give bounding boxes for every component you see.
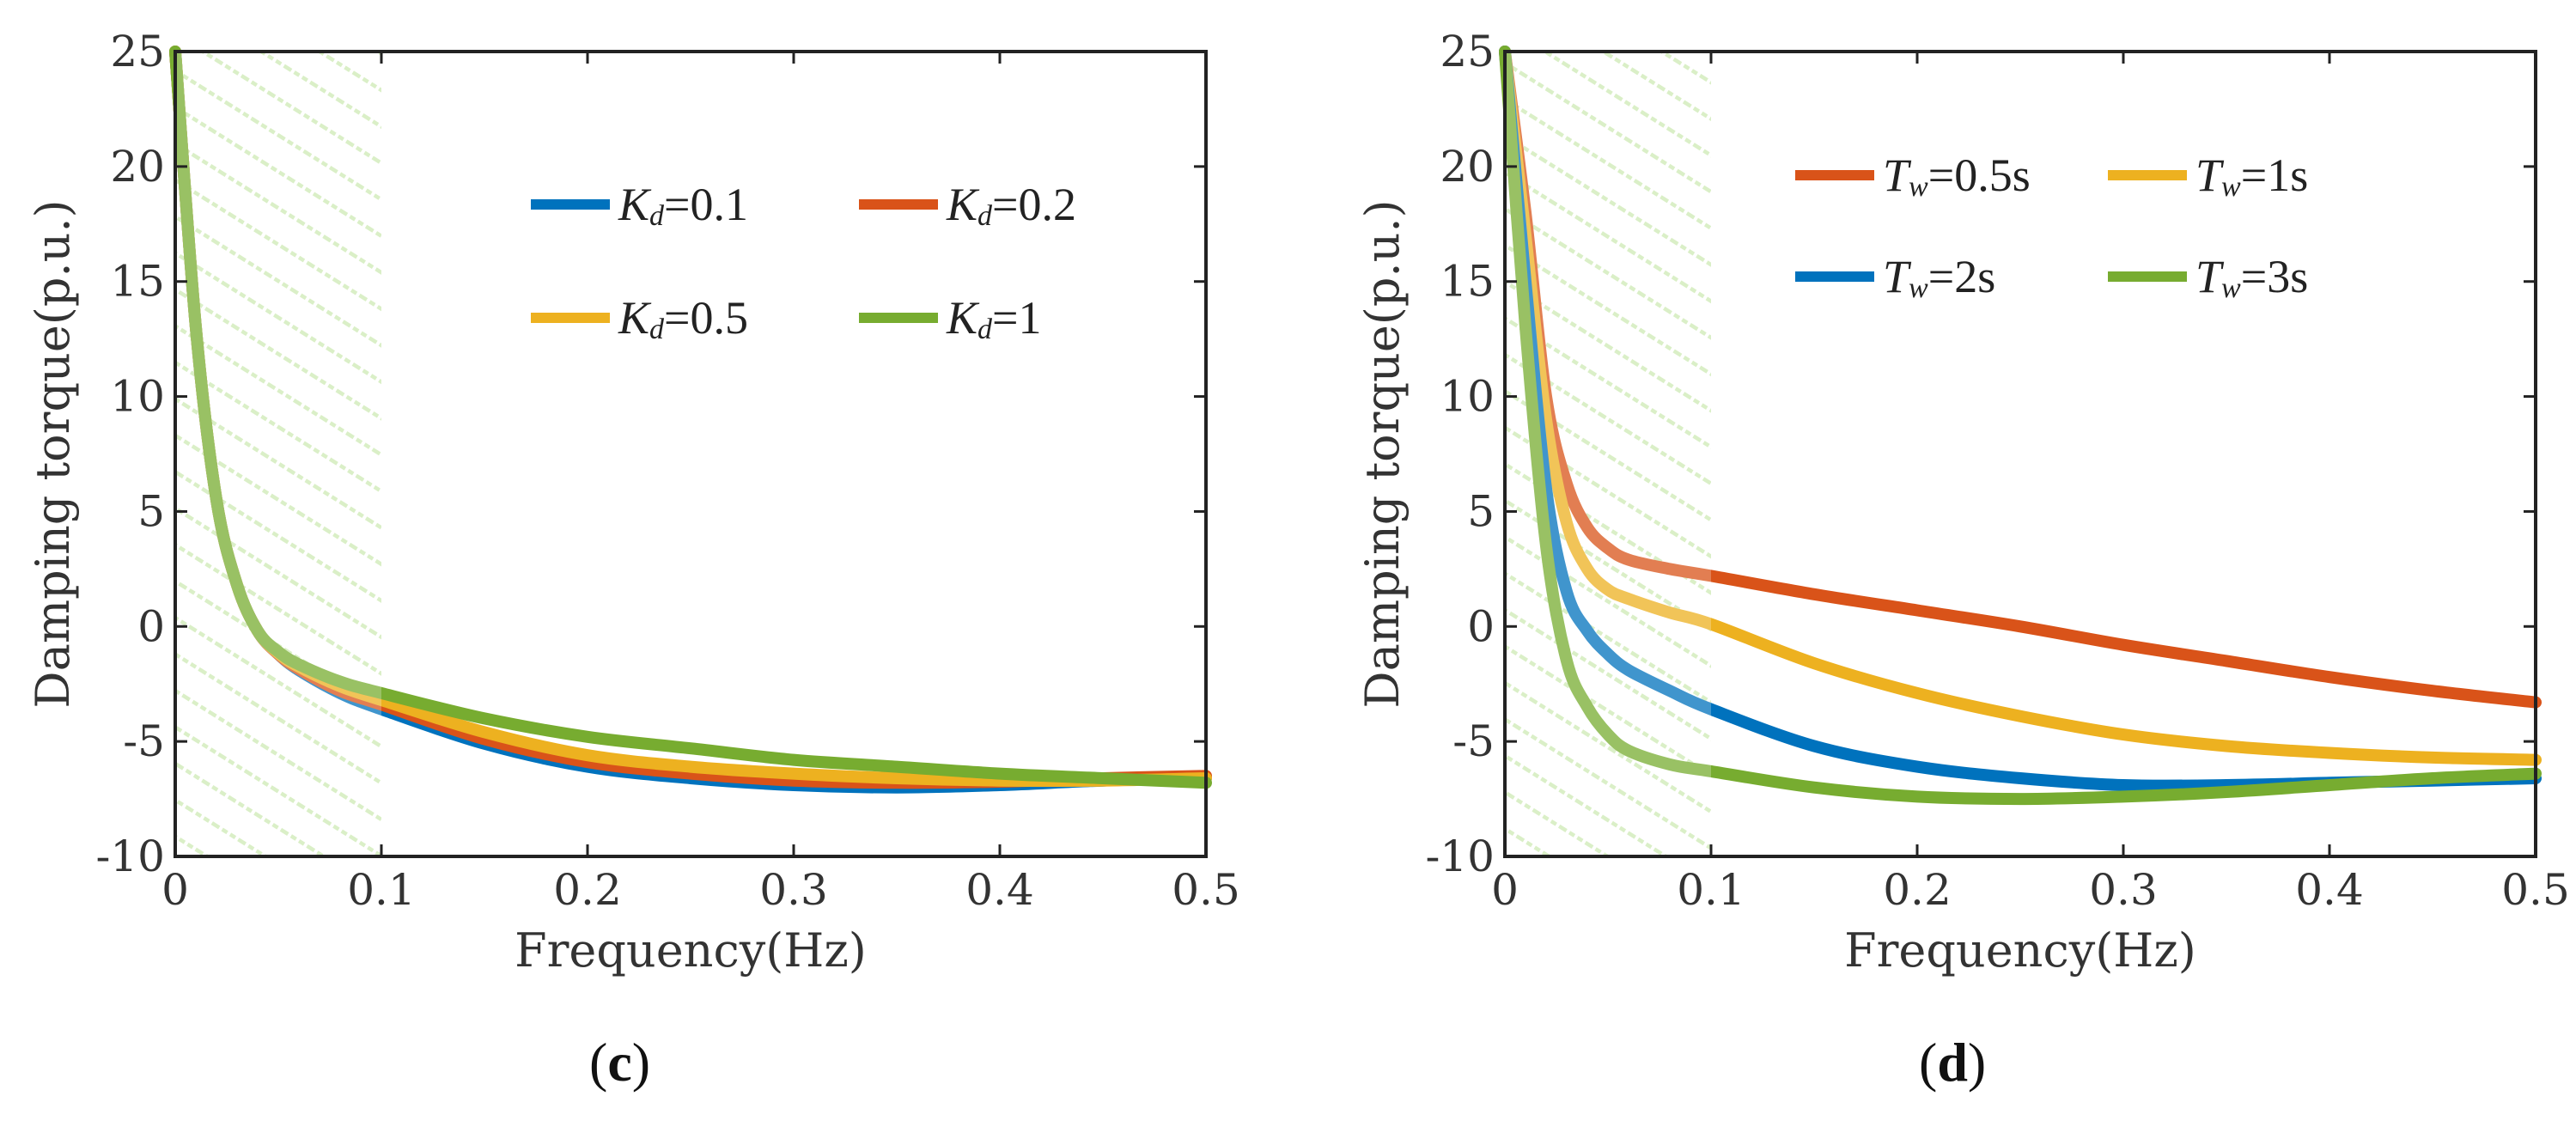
y-tick-label: 10 — [1440, 372, 1495, 422]
x-axis-label: Frequency(Hz) — [1844, 923, 2196, 978]
y-tick-label: 15 — [1440, 257, 1495, 307]
legend: Kd=0.1 Kd=0.2 Kd=0.5 Kd=1 — [531, 179, 1076, 345]
y-axis-label: Damping torque(p.u.) — [26, 199, 80, 708]
legend-entry: Kd=0.2 — [946, 179, 1076, 232]
y-tick-label: -10 — [1425, 832, 1495, 881]
y-tick-label: 0 — [1467, 601, 1495, 651]
x-tick-label: 0.4 — [2295, 865, 2364, 915]
x-tick-label: 0.5 — [1172, 865, 1240, 915]
y-tick-label: 5 — [137, 486, 165, 536]
panel-label: (d) — [1919, 1032, 1986, 1093]
legend-entry: Tw=2s — [1883, 251, 1995, 304]
x-tick-label: 0.3 — [2089, 865, 2158, 915]
plot-frame — [1503, 50, 2537, 858]
x-tick-label: 0 — [1491, 865, 1519, 915]
panel-c: 0 0.1 0.2 0.3 0.4 0.5 -10 -5 0 5 10 15 20 25 Frequenc… — [26, 27, 1240, 1093]
series-line-tw-1s — [1499, 46, 2542, 766]
y-tick-label: 0 — [137, 601, 165, 651]
legend-entry: Kd=1 — [946, 292, 1042, 345]
x-tick-label: 0.4 — [965, 865, 1034, 915]
legend-entry: Tw=3s — [2195, 251, 2308, 304]
legend-entry: Kd=0.5 — [618, 292, 748, 345]
series-line-kd-1 — [169, 46, 1212, 789]
y-tick-label: -5 — [123, 716, 165, 766]
legend: Tw=0.5s Tw=1s Tw=2s Tw=3s — [1795, 149, 2308, 304]
plot-frame — [174, 50, 1208, 858]
y-tick-label: -10 — [95, 832, 165, 881]
shaded-region-overlay — [175, 52, 381, 856]
series-line-tw-3s — [1499, 46, 2542, 806]
y-tick-label: 20 — [110, 142, 165, 192]
y-tick-label: 5 — [1467, 486, 1495, 536]
y-axis-label: Damping torque(p.u.) — [1355, 199, 1410, 708]
y-tick-label: 10 — [110, 372, 165, 422]
x-tick-label: 0.5 — [2501, 865, 2570, 915]
y-tick-label: 25 — [110, 27, 165, 76]
x-axis-label: Frequency(Hz) — [515, 923, 867, 978]
legend-entry: Tw=1s — [2195, 149, 2308, 203]
x-tick-label: 0.1 — [1677, 865, 1745, 915]
y-tick-label: -5 — [1452, 716, 1495, 766]
panel-d: 0 0.1 0.2 0.3 0.4 0.5 -10 -5 0 5 10 15 20 25 Frequenc… — [1355, 27, 2570, 1093]
y-tick-label: 20 — [1440, 142, 1495, 192]
panel-label: (c) — [589, 1032, 650, 1093]
shaded-region-overlay — [1505, 52, 1711, 856]
legend-entry: Tw=0.5s — [1883, 149, 2031, 203]
x-tick-label: 0.1 — [347, 865, 416, 915]
legend-entry: Kd=0.1 — [618, 179, 748, 232]
x-tick-label: 0 — [161, 865, 189, 915]
x-tick-label: 0.2 — [1883, 865, 1952, 915]
x-tick-label: 0.2 — [553, 865, 622, 915]
y-tick-label: 15 — [110, 257, 165, 307]
y-tick-label: 25 — [1440, 27, 1495, 76]
x-tick-label: 0.3 — [759, 865, 828, 915]
